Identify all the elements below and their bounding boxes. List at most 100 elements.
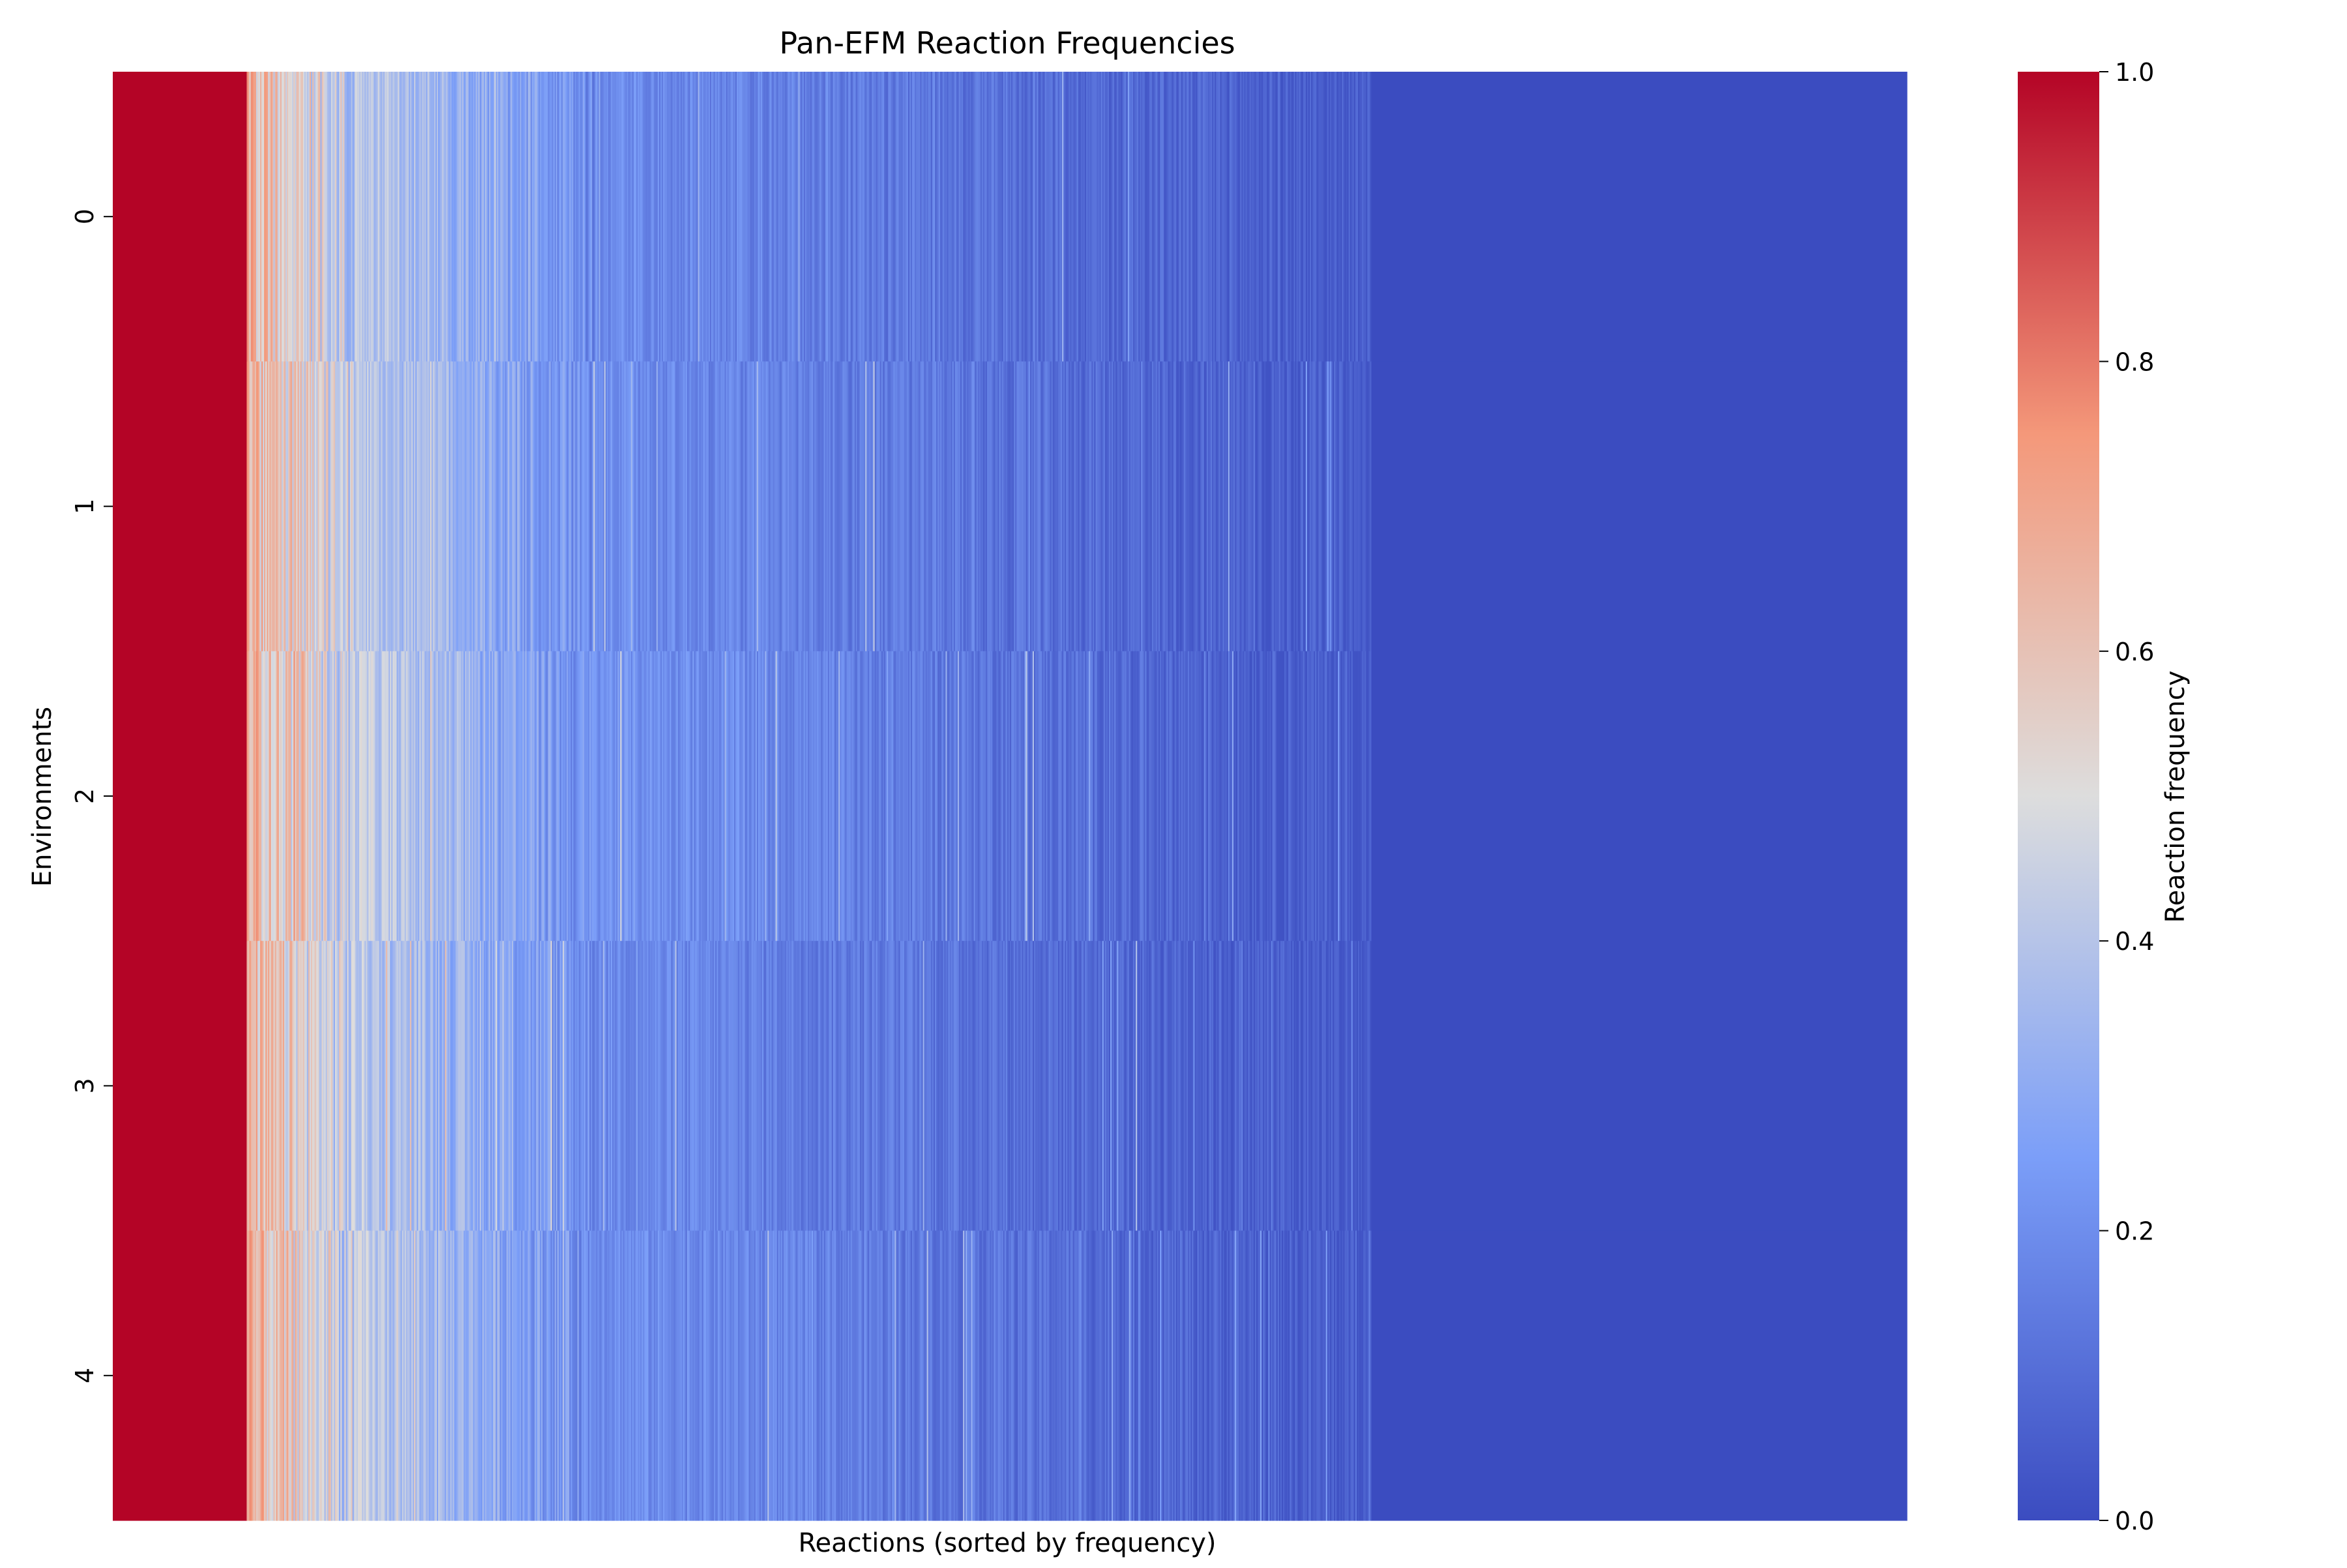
heatmap-cell <box>559 361 562 652</box>
heatmap-cell <box>1054 72 1056 362</box>
heatmap-cell <box>1178 361 1181 652</box>
heatmap-cell <box>438 1230 440 1521</box>
heatmap-cell <box>1253 651 1256 941</box>
heatmap-cell <box>1363 361 1365 652</box>
heatmap-cell <box>437 361 439 652</box>
heatmap-cell <box>432 361 435 652</box>
heatmap-cell <box>606 361 609 652</box>
heatmap-cell <box>1301 651 1304 941</box>
heatmap-cell <box>1197 1230 1200 1521</box>
heatmap-cell <box>606 651 609 941</box>
heatmap-cell <box>1190 1230 1192 1521</box>
heatmap-cell <box>703 941 705 1232</box>
heatmap-cell <box>825 1230 827 1521</box>
heatmap-cell <box>404 72 407 362</box>
heatmap-cell <box>474 1230 477 1521</box>
heatmap-cell <box>765 72 767 362</box>
heatmap-cell <box>261 941 263 1232</box>
heatmap-cell <box>522 72 525 362</box>
heatmap-cell <box>1351 72 1353 362</box>
heatmap-cell <box>565 361 567 652</box>
heatmap-cell <box>1320 72 1323 362</box>
heatmap-cell <box>471 361 474 652</box>
heatmap-cell <box>332 651 334 941</box>
heatmap-cell <box>817 361 819 652</box>
heatmap-cell <box>526 72 529 362</box>
heatmap-cell <box>1181 361 1183 652</box>
heatmap-cell <box>836 1230 838 1521</box>
heatmap-cell <box>296 1230 299 1521</box>
heatmap-cell <box>540 72 542 362</box>
heatmap-cell <box>1126 1230 1129 1521</box>
heatmap-cell <box>854 1230 857 1521</box>
heatmap-cell <box>605 651 608 941</box>
heatmap-cell <box>552 361 554 652</box>
heatmap-cell <box>334 651 337 941</box>
heatmap-cell <box>723 651 726 941</box>
heatmap-cell <box>788 72 790 362</box>
heatmap-cell <box>690 361 692 652</box>
heatmap-cell <box>971 361 973 652</box>
heatmap-cell <box>1100 941 1103 1232</box>
heatmap-cell <box>417 72 419 362</box>
heatmap-cell <box>1301 361 1304 652</box>
heatmap-cell <box>445 72 447 362</box>
heatmap-cell <box>1362 651 1364 941</box>
heatmap-cell <box>1350 72 1352 362</box>
heatmap-cell <box>1264 1230 1266 1521</box>
heatmap-cell <box>264 1230 266 1521</box>
heatmap-cell <box>1115 1230 1117 1521</box>
heatmap-cell <box>804 72 807 362</box>
heatmap-cell <box>600 651 602 941</box>
heatmap-cell <box>308 361 310 652</box>
heatmap-cell <box>609 941 612 1232</box>
heatmap-cell <box>352 361 355 652</box>
heatmap-cell <box>747 361 750 652</box>
heatmap-cell <box>1100 361 1103 652</box>
heatmap-cell <box>265 1230 267 1521</box>
heatmap-cell <box>976 941 979 1232</box>
heatmap-cell <box>1232 651 1234 941</box>
heatmap-cell <box>1007 361 1009 652</box>
heatmap-cell <box>629 361 632 652</box>
heatmap-cell <box>1106 72 1108 362</box>
heatmap-cell <box>1277 72 1280 362</box>
heatmap-cell <box>1115 72 1117 362</box>
heatmap-cell <box>534 651 537 941</box>
heatmap-cell <box>478 941 480 1232</box>
heatmap-cell <box>810 361 812 652</box>
heatmap-cell <box>1182 361 1185 652</box>
heatmap-cell <box>1183 1230 1186 1521</box>
heatmap-cell <box>332 361 334 652</box>
heatmap-cell <box>1168 72 1170 362</box>
heatmap-cell <box>589 651 591 941</box>
heatmap-cell <box>996 651 999 941</box>
heatmap-cell <box>806 1230 808 1521</box>
heatmap-cell <box>1362 941 1364 1232</box>
heatmap-cell <box>518 941 520 1232</box>
heatmap-cell <box>973 72 976 362</box>
heatmap-cell <box>947 941 949 1232</box>
heatmap-cell <box>790 72 792 362</box>
heatmap-cell <box>445 651 447 941</box>
heatmap-cell <box>434 361 436 652</box>
heatmap-cell <box>475 651 478 941</box>
heatmap-cell <box>921 72 924 362</box>
heatmap-cell <box>501 72 503 362</box>
heatmap-cell <box>1209 361 1211 652</box>
heatmap-cell <box>1015 72 1017 362</box>
heatmap-cell <box>1046 651 1048 941</box>
heatmap-cell <box>1103 72 1106 362</box>
heatmap-cell <box>323 72 325 362</box>
heatmap-cell <box>530 72 533 362</box>
heatmap-cell <box>1287 1230 1289 1521</box>
heatmap-cell <box>688 941 690 1232</box>
heatmap-cell <box>1257 361 1260 652</box>
heatmap-cell <box>1245 1230 1248 1521</box>
heatmap-cell <box>1098 361 1100 652</box>
heatmap-cell <box>1244 1230 1247 1521</box>
heatmap-cell <box>553 651 555 941</box>
heatmap-cell <box>714 941 716 1232</box>
heatmap-cell <box>406 1230 408 1521</box>
heatmap-cell <box>1217 651 1219 941</box>
